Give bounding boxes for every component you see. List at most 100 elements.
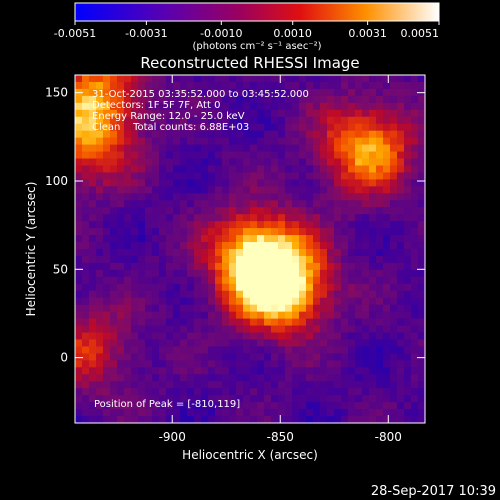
heatmap-cell — [166, 353, 174, 361]
heatmap-cell — [334, 332, 342, 341]
heatmap-cell — [320, 318, 328, 327]
heatmap-cell — [208, 207, 216, 215]
heatmap-cell — [278, 353, 286, 361]
heatmap-cell — [236, 130, 244, 139]
heatmap-cell — [341, 214, 349, 222]
heatmap-cell — [334, 249, 342, 257]
heatmap-cell — [103, 283, 111, 292]
heatmap-cell — [152, 172, 160, 180]
heatmap-cell — [187, 88, 195, 97]
heatmap-cell — [383, 374, 391, 382]
heatmap-cell — [404, 325, 412, 334]
heatmap-cell — [243, 165, 251, 174]
heatmap-cell — [404, 221, 412, 229]
heatmap-cell — [110, 102, 118, 111]
heatmap-cell — [124, 186, 132, 194]
heatmap-cell — [369, 235, 377, 243]
heatmap-cell — [404, 269, 412, 278]
heatmap-cell — [194, 249, 202, 257]
heatmap-cell — [341, 186, 349, 194]
heatmap-cell — [250, 75, 258, 83]
heatmap-cell — [215, 95, 223, 104]
heatmap-cell — [369, 381, 377, 389]
heatmap-cell — [285, 214, 293, 222]
heatmap-cell — [75, 276, 83, 285]
heatmap-cell — [320, 409, 328, 417]
heatmap-cell — [89, 381, 97, 389]
heatmap-cell — [264, 200, 272, 208]
heatmap-cell — [292, 235, 300, 243]
heatmap-cell — [103, 130, 111, 139]
heatmap-cell — [362, 200, 370, 208]
heatmap-cell — [257, 165, 265, 174]
heatmap-cell — [131, 158, 139, 167]
heatmap-cell — [215, 283, 223, 292]
heatmap-cell — [110, 416, 118, 423]
heatmap-cell — [418, 95, 425, 104]
heatmap-cell — [236, 353, 244, 361]
heatmap-cell — [187, 137, 195, 146]
heatmap-cell — [236, 172, 244, 180]
heatmap-cell — [334, 276, 342, 285]
heatmap-cell — [215, 276, 223, 285]
heatmap-cell — [320, 325, 328, 334]
heatmap-cell — [278, 144, 286, 153]
heatmap-cell — [257, 102, 265, 111]
heatmap-cell — [411, 137, 419, 146]
heatmap-cell — [166, 144, 174, 153]
y-tick-label: 150 — [45, 86, 68, 100]
heatmap-cell — [166, 228, 174, 236]
heatmap-cell — [159, 388, 167, 396]
heatmap-cell — [138, 269, 146, 278]
heatmap-cell — [271, 95, 279, 104]
heatmap-cell — [96, 360, 104, 368]
heatmap-cell — [292, 409, 300, 417]
heatmap-cell — [397, 332, 405, 341]
heatmap-cell — [208, 95, 216, 104]
heatmap-cell — [390, 200, 398, 208]
heatmap-cell — [110, 75, 118, 83]
heatmap-cell — [299, 290, 307, 299]
heatmap-cell — [341, 297, 349, 306]
heatmap-cell — [285, 409, 293, 417]
heatmap-cell — [138, 200, 146, 208]
heatmap-cell — [180, 402, 188, 410]
heatmap-cell — [397, 221, 405, 229]
heatmap-cell — [180, 88, 188, 97]
heatmap-cell — [285, 353, 293, 361]
heatmap-cell — [103, 416, 111, 423]
heatmap-cell — [334, 221, 342, 229]
heatmap-cell — [96, 388, 104, 396]
heatmap-cell — [292, 262, 300, 271]
heatmap-cell — [313, 235, 321, 243]
heatmap-cell — [180, 165, 188, 174]
heatmap-cell — [320, 353, 328, 361]
heatmap-cell — [187, 276, 195, 285]
heatmap-cell — [376, 367, 384, 375]
heatmap-cell — [341, 360, 349, 368]
heatmap-cell — [145, 88, 153, 97]
heatmap-cell — [257, 130, 265, 139]
heatmap-cell — [355, 151, 363, 160]
heatmap-cell — [117, 228, 125, 236]
heatmap-cell — [124, 353, 132, 361]
heatmap-cell — [194, 235, 202, 243]
heatmap-cell — [194, 262, 202, 271]
heatmap-cell — [411, 360, 419, 368]
heatmap-cell — [383, 200, 391, 208]
heatmap-cell — [264, 367, 272, 375]
heatmap-cell — [159, 332, 167, 341]
heatmap-cell — [404, 353, 412, 361]
heatmap-cell — [159, 304, 167, 313]
heatmap-cell — [96, 409, 104, 417]
heatmap-cell — [418, 325, 425, 334]
heatmap-cell — [187, 123, 195, 132]
heatmap-cell — [117, 144, 125, 153]
heatmap-cell — [292, 388, 300, 396]
heatmap-cell — [285, 290, 293, 299]
heatmap-cell — [341, 367, 349, 375]
heatmap-cell — [131, 130, 139, 139]
heatmap-cell — [306, 269, 314, 278]
heatmap-cell — [229, 283, 237, 292]
heatmap-cell — [96, 249, 104, 257]
